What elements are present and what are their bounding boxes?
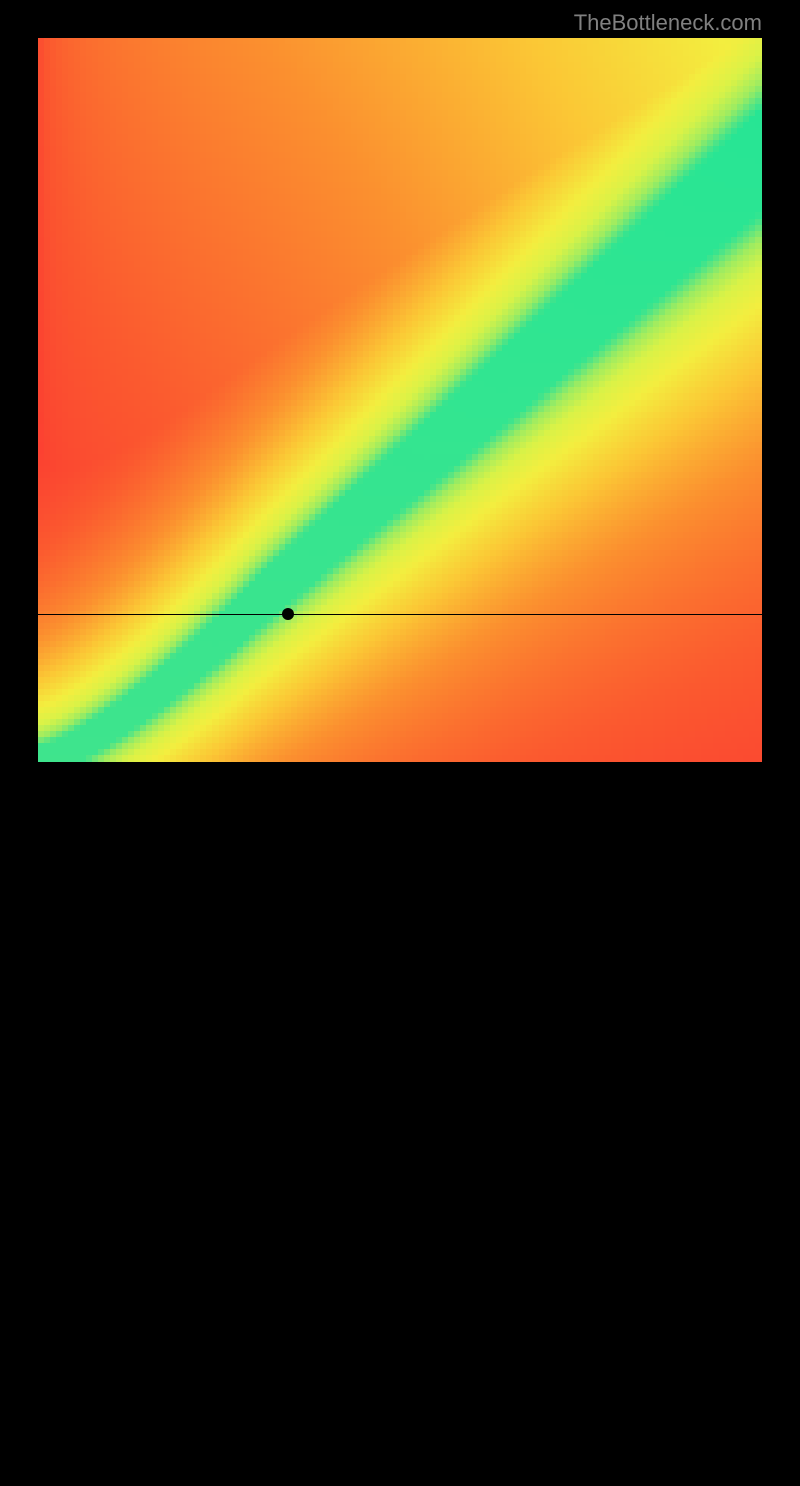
crosshair-marker: [282, 608, 294, 620]
chart-container: TheBottleneck.com: [0, 0, 800, 800]
plot-area: [38, 38, 762, 762]
heatmap-canvas: [38, 38, 762, 762]
watermark-text: TheBottleneck.com: [574, 10, 762, 36]
crosshair-vertical: [288, 762, 289, 1486]
crosshair-horizontal: [38, 614, 762, 615]
